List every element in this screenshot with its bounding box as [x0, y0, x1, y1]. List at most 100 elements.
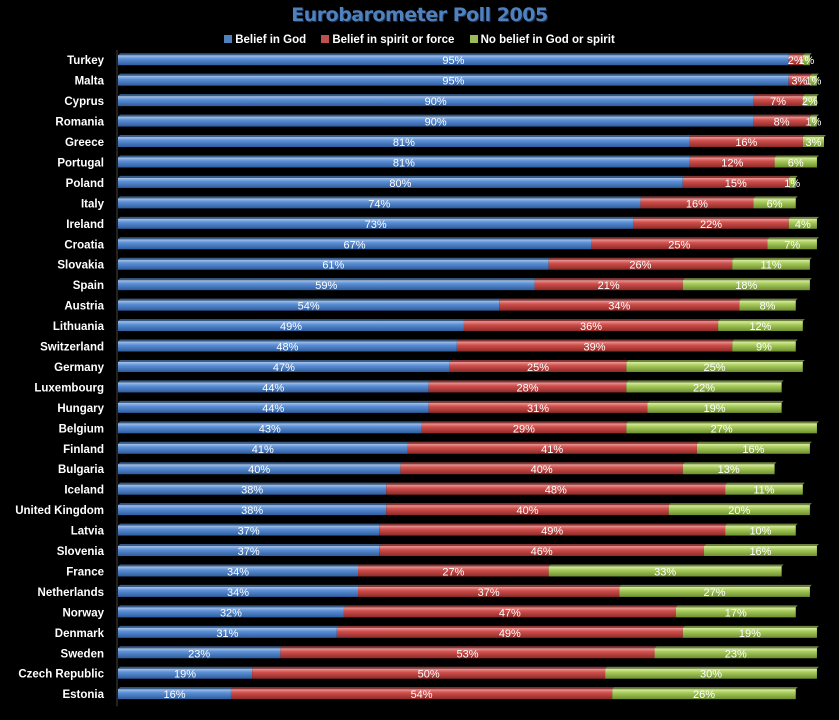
- data-label: 8%: [774, 117, 790, 129]
- data-label: 31%: [216, 628, 238, 640]
- bar-segment-top: [548, 257, 735, 260]
- bar-segment-top: [788, 216, 819, 219]
- bar-segment-top: [640, 196, 756, 199]
- bar-segment: [682, 464, 775, 475]
- data-label: 21%: [598, 280, 620, 292]
- data-label: 49%: [541, 526, 563, 538]
- data-label: 54%: [298, 301, 320, 313]
- bar-segment-top: [118, 175, 685, 178]
- bar-segment: [386, 505, 669, 516]
- data-label: 15%: [725, 178, 747, 190]
- bar-segment: [767, 239, 817, 250]
- bar-segment: [499, 300, 740, 311]
- bar-segment: [802, 137, 824, 148]
- bar-segment: [118, 116, 754, 127]
- category-label: France: [66, 566, 104, 578]
- bar-segment-top: [118, 584, 361, 587]
- bar-segment: [654, 648, 817, 659]
- data-label: 4%: [795, 219, 811, 231]
- data-label: 38%: [241, 505, 263, 517]
- bars-layer: Turkey 95% 2%1%Malta 95% 3%1%Cyprus 90% 7% 2%Ro…: [15, 50, 826, 707]
- bar-segment-top: [654, 646, 819, 649]
- bar-segment-top: [280, 646, 657, 649]
- bar-segment: [386, 484, 726, 495]
- data-label: 22%: [693, 382, 715, 394]
- bar-segment: [626, 361, 803, 372]
- bar-segment: [788, 177, 796, 188]
- bar-segment: [118, 137, 690, 148]
- legend-item-no-belief: No belief in God or spirit: [469, 34, 615, 46]
- bar-segment-top: [252, 666, 608, 669]
- bar-segment: [118, 55, 789, 66]
- bar-segment-top: [788, 53, 805, 56]
- bar-segment-top: [118, 503, 389, 506]
- data-label: 73%: [365, 219, 387, 231]
- data-label: 7%: [770, 96, 786, 108]
- data-label: 1%: [798, 55, 814, 67]
- bar-segment: [626, 423, 817, 434]
- bar-segment: [682, 177, 789, 188]
- category-label: United Kingdom: [15, 505, 104, 517]
- bar-segment-top: [689, 135, 805, 138]
- data-label: 67%: [343, 239, 365, 251]
- bar-segment-top: [421, 421, 629, 424]
- bar-segment-top: [358, 584, 622, 587]
- category-label: Norway: [62, 607, 104, 619]
- bar-segment-top: [118, 421, 424, 424]
- bar-segment-top: [633, 216, 791, 219]
- bar-segment: [456, 341, 733, 352]
- bar-segment: [280, 648, 655, 659]
- data-label: 25%: [668, 239, 690, 251]
- bar-segment: [421, 423, 627, 434]
- bar-segment-top: [802, 53, 812, 56]
- data-label: 28%: [516, 382, 538, 394]
- data-label: 27%: [704, 587, 726, 599]
- bar-segment: [732, 341, 796, 352]
- data-label: 3%: [805, 137, 821, 149]
- data-label: 37%: [238, 546, 260, 558]
- category-label: Romania: [55, 117, 104, 129]
- data-label: 39%: [584, 342, 606, 354]
- category-label: Belgium: [59, 423, 104, 435]
- bar-segment: [682, 280, 810, 291]
- bar-segment-top: [675, 605, 798, 608]
- bar-segment: [809, 75, 817, 86]
- bar-segment-top: [619, 584, 812, 587]
- bar-segment-top: [534, 278, 685, 281]
- category-label: Netherlands: [38, 587, 104, 599]
- bar-segment-top: [118, 482, 389, 485]
- data-label: 27%: [711, 423, 733, 435]
- bar-segment: [118, 198, 641, 209]
- data-label: 44%: [262, 382, 284, 394]
- data-label: 40%: [516, 505, 538, 517]
- data-label: 7%: [784, 239, 800, 251]
- bar-segment: [739, 300, 796, 311]
- bar-segment: [118, 525, 380, 536]
- bar-segment-top: [626, 380, 784, 383]
- bar-segment: [252, 668, 606, 679]
- data-label: 80%: [389, 178, 411, 190]
- data-label: 34%: [608, 301, 630, 313]
- data-label: 16%: [163, 689, 185, 701]
- bar-segment: [802, 55, 810, 66]
- data-label: 81%: [393, 157, 415, 169]
- bar-segment: [118, 627, 337, 638]
- category-label: Portugal: [57, 157, 104, 169]
- bar-segment-top: [626, 421, 819, 424]
- bar-segment: [118, 668, 253, 679]
- data-label: 36%: [580, 321, 602, 333]
- bar-segment: [118, 607, 344, 618]
- bar-segment: [336, 627, 683, 638]
- bar-segment: [725, 525, 796, 536]
- data-label: 26%: [629, 260, 651, 272]
- bar-segment: [725, 484, 803, 495]
- bar-segment: [358, 586, 620, 597]
- data-label: 40%: [248, 464, 270, 476]
- bar-segment-top: [118, 564, 361, 567]
- category-label: Czech Republic: [18, 669, 104, 681]
- bar-segment: [788, 218, 817, 229]
- legend-swatch-red: [321, 35, 330, 43]
- bar-segment-top: [118, 544, 382, 547]
- data-label: 47%: [499, 607, 521, 619]
- data-label: 90%: [425, 96, 447, 108]
